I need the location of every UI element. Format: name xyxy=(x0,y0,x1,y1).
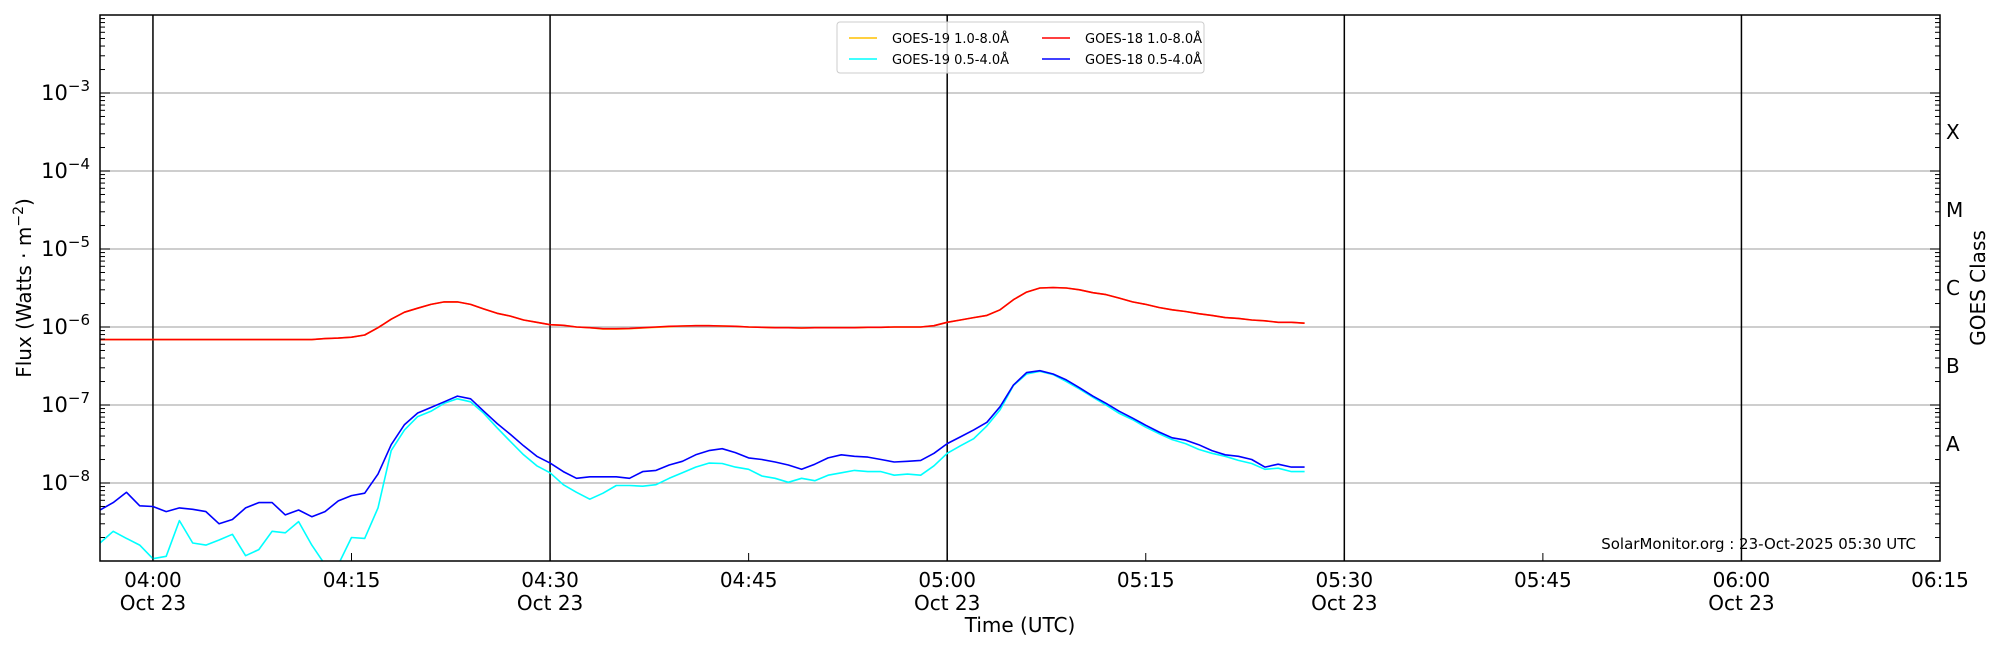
legend: GOES-19 1.0-8.0Å GOES-19 0.5-4.0Å GOES-18 … xyxy=(836,21,1205,74)
x-tick-label: 04:30 xyxy=(521,568,579,592)
x-tick-label: 05:15 xyxy=(1117,568,1175,592)
series-line-goes-18-1-0-8-0- xyxy=(100,286,1305,341)
x-tick-label: 06:00 xyxy=(1713,568,1771,592)
x-tick-date: Oct 23 xyxy=(1311,591,1377,615)
goes-class-axis-label: GOES Class xyxy=(1966,230,1990,346)
x-axis-label: Time (UTC) xyxy=(964,613,1076,637)
legend-label: GOES-18 0.5-4.0Å xyxy=(1085,52,1202,68)
series-line-goes-18-0-5-4-0- xyxy=(100,369,1305,525)
x-tick-label: 04:45 xyxy=(720,568,778,592)
x-tick-label: 05:00 xyxy=(918,568,976,592)
x-tick-date: Oct 23 xyxy=(517,591,583,615)
series-line-goes-19-0-5-4-0- xyxy=(100,370,1305,561)
x-tick-date: Oct 23 xyxy=(120,591,186,615)
y-axis-label: Flux (Watts · m−2) xyxy=(11,198,36,378)
y-tick-label: 10−5 xyxy=(41,233,90,261)
y-tick-label: 10−8 xyxy=(41,467,90,495)
series-line-goes-19-1-0-8-0- xyxy=(100,286,1305,341)
goes-class-c: C xyxy=(1946,276,1960,300)
goes-class-b: B xyxy=(1946,354,1960,378)
series-lines xyxy=(100,286,1305,561)
y-tick-label: 10−6 xyxy=(41,311,90,339)
plot-frame xyxy=(99,14,1941,562)
legend-label: GOES-18 1.0-8.0Å xyxy=(1085,31,1202,47)
y-tick-label: 10−3 xyxy=(41,77,90,105)
axis-ticks xyxy=(100,18,1941,562)
grid-lines xyxy=(100,92,1940,484)
y-tick-label: 10−4 xyxy=(41,155,90,183)
watermark: SolarMonitor.org : 23-Oct-2025 05:30 UTC xyxy=(1601,535,1916,553)
x-tick-date: Oct 23 xyxy=(1708,591,1774,615)
legend-box xyxy=(836,21,1205,74)
x-tick-date: Oct 23 xyxy=(914,591,980,615)
x-tick-label: 04:00 xyxy=(124,568,182,592)
x-tick-label: 05:30 xyxy=(1315,568,1373,592)
y-tick-label: 10−7 xyxy=(41,389,90,417)
goes-class-m: M xyxy=(1946,198,1963,222)
goes-class-x: X xyxy=(1946,120,1960,144)
x-tick-label: 06:15 xyxy=(1911,568,1969,592)
day-time-lines xyxy=(152,15,1743,561)
legend-label: GOES-19 0.5-4.0Å xyxy=(892,52,1009,68)
x-tick-label: 04:15 xyxy=(323,568,381,592)
x-tick-label: 05:45 xyxy=(1514,568,1572,592)
goes-class-labels: X M C B A xyxy=(1946,120,1963,456)
goes-class-a: A xyxy=(1946,432,1960,456)
y-tick-labels: 10−3 10−4 10−5 10−6 10−7 10−8 xyxy=(41,77,90,495)
legend-label: GOES-19 1.0-8.0Å xyxy=(892,31,1009,47)
